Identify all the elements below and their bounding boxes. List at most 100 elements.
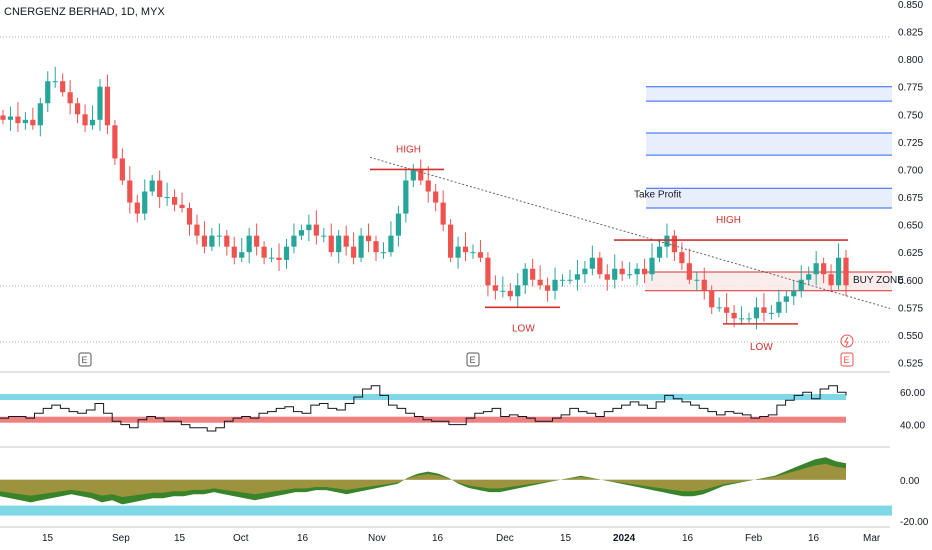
oscillator-1-tick: 60.00 (900, 388, 925, 399)
candle-body (321, 235, 327, 237)
candle-body (343, 235, 349, 247)
x-tick-label: 16 (297, 533, 309, 544)
candle-body (574, 274, 581, 280)
candle-body (544, 285, 551, 291)
y-tick-label: 0.850 (898, 0, 923, 11)
candle-body (768, 312, 774, 314)
candle-body (492, 285, 498, 291)
candle-body (798, 279, 804, 291)
candle-body (336, 235, 342, 253)
buy-zone-label: BUY ZONE (853, 275, 904, 286)
candle-body (15, 116, 21, 124)
take-profit-zone (646, 188, 892, 209)
candle-body (813, 263, 819, 275)
candle-body (171, 197, 178, 205)
y-tick-label: 0.575 (898, 303, 923, 314)
candle-body (641, 268, 648, 275)
y-tick-label: 0.650 (898, 221, 923, 232)
high-label-1: HIGH (396, 144, 421, 155)
candle-body (597, 257, 603, 275)
oscillator-2-tick: 0.00 (900, 476, 920, 487)
candle-body (671, 235, 678, 253)
y-tick-label: 0.725 (898, 138, 923, 149)
candle-body (746, 318, 752, 320)
x-tick-label: 15 (42, 533, 54, 544)
candle-body (821, 263, 827, 275)
oscillator-2-signal-area (0, 463, 846, 497)
candle-body (791, 290, 797, 297)
y-tick-label: 0.800 (898, 55, 923, 66)
y-tick-label: 0.825 (898, 28, 923, 39)
candle-body (351, 246, 357, 258)
earnings-marker (466, 352, 480, 367)
candle-body (567, 279, 573, 281)
candle-body (358, 235, 364, 258)
candle-body (179, 204, 185, 209)
candle-body (627, 274, 633, 276)
x-tick-label: 16 (682, 533, 694, 544)
candle-body (410, 169, 416, 181)
candle-body (425, 180, 431, 192)
y-tick-label: 0.700 (898, 165, 923, 176)
take-profit-zone (646, 86, 892, 102)
oscillator-2-band (0, 505, 892, 516)
candle-body (515, 285, 521, 297)
take-profit-zone (646, 133, 892, 156)
candle-body (500, 290, 506, 292)
x-tick-label: Dec (496, 533, 514, 544)
y-tick-label: 0.675 (898, 193, 923, 204)
candle-body (835, 257, 842, 286)
x-tick-label: 15 (560, 533, 572, 544)
candle-body (731, 312, 737, 319)
candle-body (119, 158, 125, 181)
candle-body (201, 235, 208, 247)
candle-body (843, 257, 849, 286)
candle-body (67, 92, 73, 104)
candle-body (246, 235, 252, 253)
candle-body (619, 268, 625, 275)
candle-body (395, 213, 401, 236)
candle-body (127, 180, 133, 203)
candle-body (112, 125, 118, 159)
candle-body (283, 246, 290, 260)
candle-body (164, 197, 170, 199)
take-profit-label: Take Profit (634, 190, 681, 201)
oscillator-1-tick: 40.00 (900, 421, 925, 432)
candle-body (328, 235, 334, 253)
candle-body (22, 119, 28, 124)
candle-body (507, 290, 513, 297)
candle-body (298, 230, 305, 236)
low-label-1: LOW (512, 323, 535, 334)
candle-body (440, 202, 446, 225)
y-tick-label: 0.625 (898, 248, 923, 259)
candle-body (306, 224, 312, 231)
candle-body (686, 263, 692, 280)
candle-body (149, 180, 155, 192)
lightning-icon (840, 334, 854, 348)
candle-body (783, 296, 789, 302)
x-tick-label: Mar (863, 533, 881, 544)
low-label-2: LOW (750, 342, 773, 353)
candle-body (186, 208, 193, 225)
x-tick-label: Sep (112, 533, 130, 544)
candle-body (157, 180, 163, 198)
candle-body (373, 241, 379, 253)
candle-body (380, 252, 387, 254)
candle-body (559, 279, 566, 281)
x-tick-label: 16 (808, 533, 820, 544)
candle-body (97, 86, 103, 120)
candle-body (634, 268, 640, 275)
candle-body (433, 191, 439, 203)
x-tick-label: 2024 (613, 533, 636, 544)
candle-body (485, 257, 491, 286)
earnings-marker-label: E (82, 355, 88, 365)
candle-body (194, 224, 200, 236)
candle-body (403, 180, 409, 214)
candle-body (656, 246, 663, 258)
candle-body (261, 246, 267, 258)
candle-body (716, 307, 722, 309)
candle-body (276, 257, 282, 260)
candle-body (104, 86, 111, 126)
candle-body (701, 279, 707, 291)
